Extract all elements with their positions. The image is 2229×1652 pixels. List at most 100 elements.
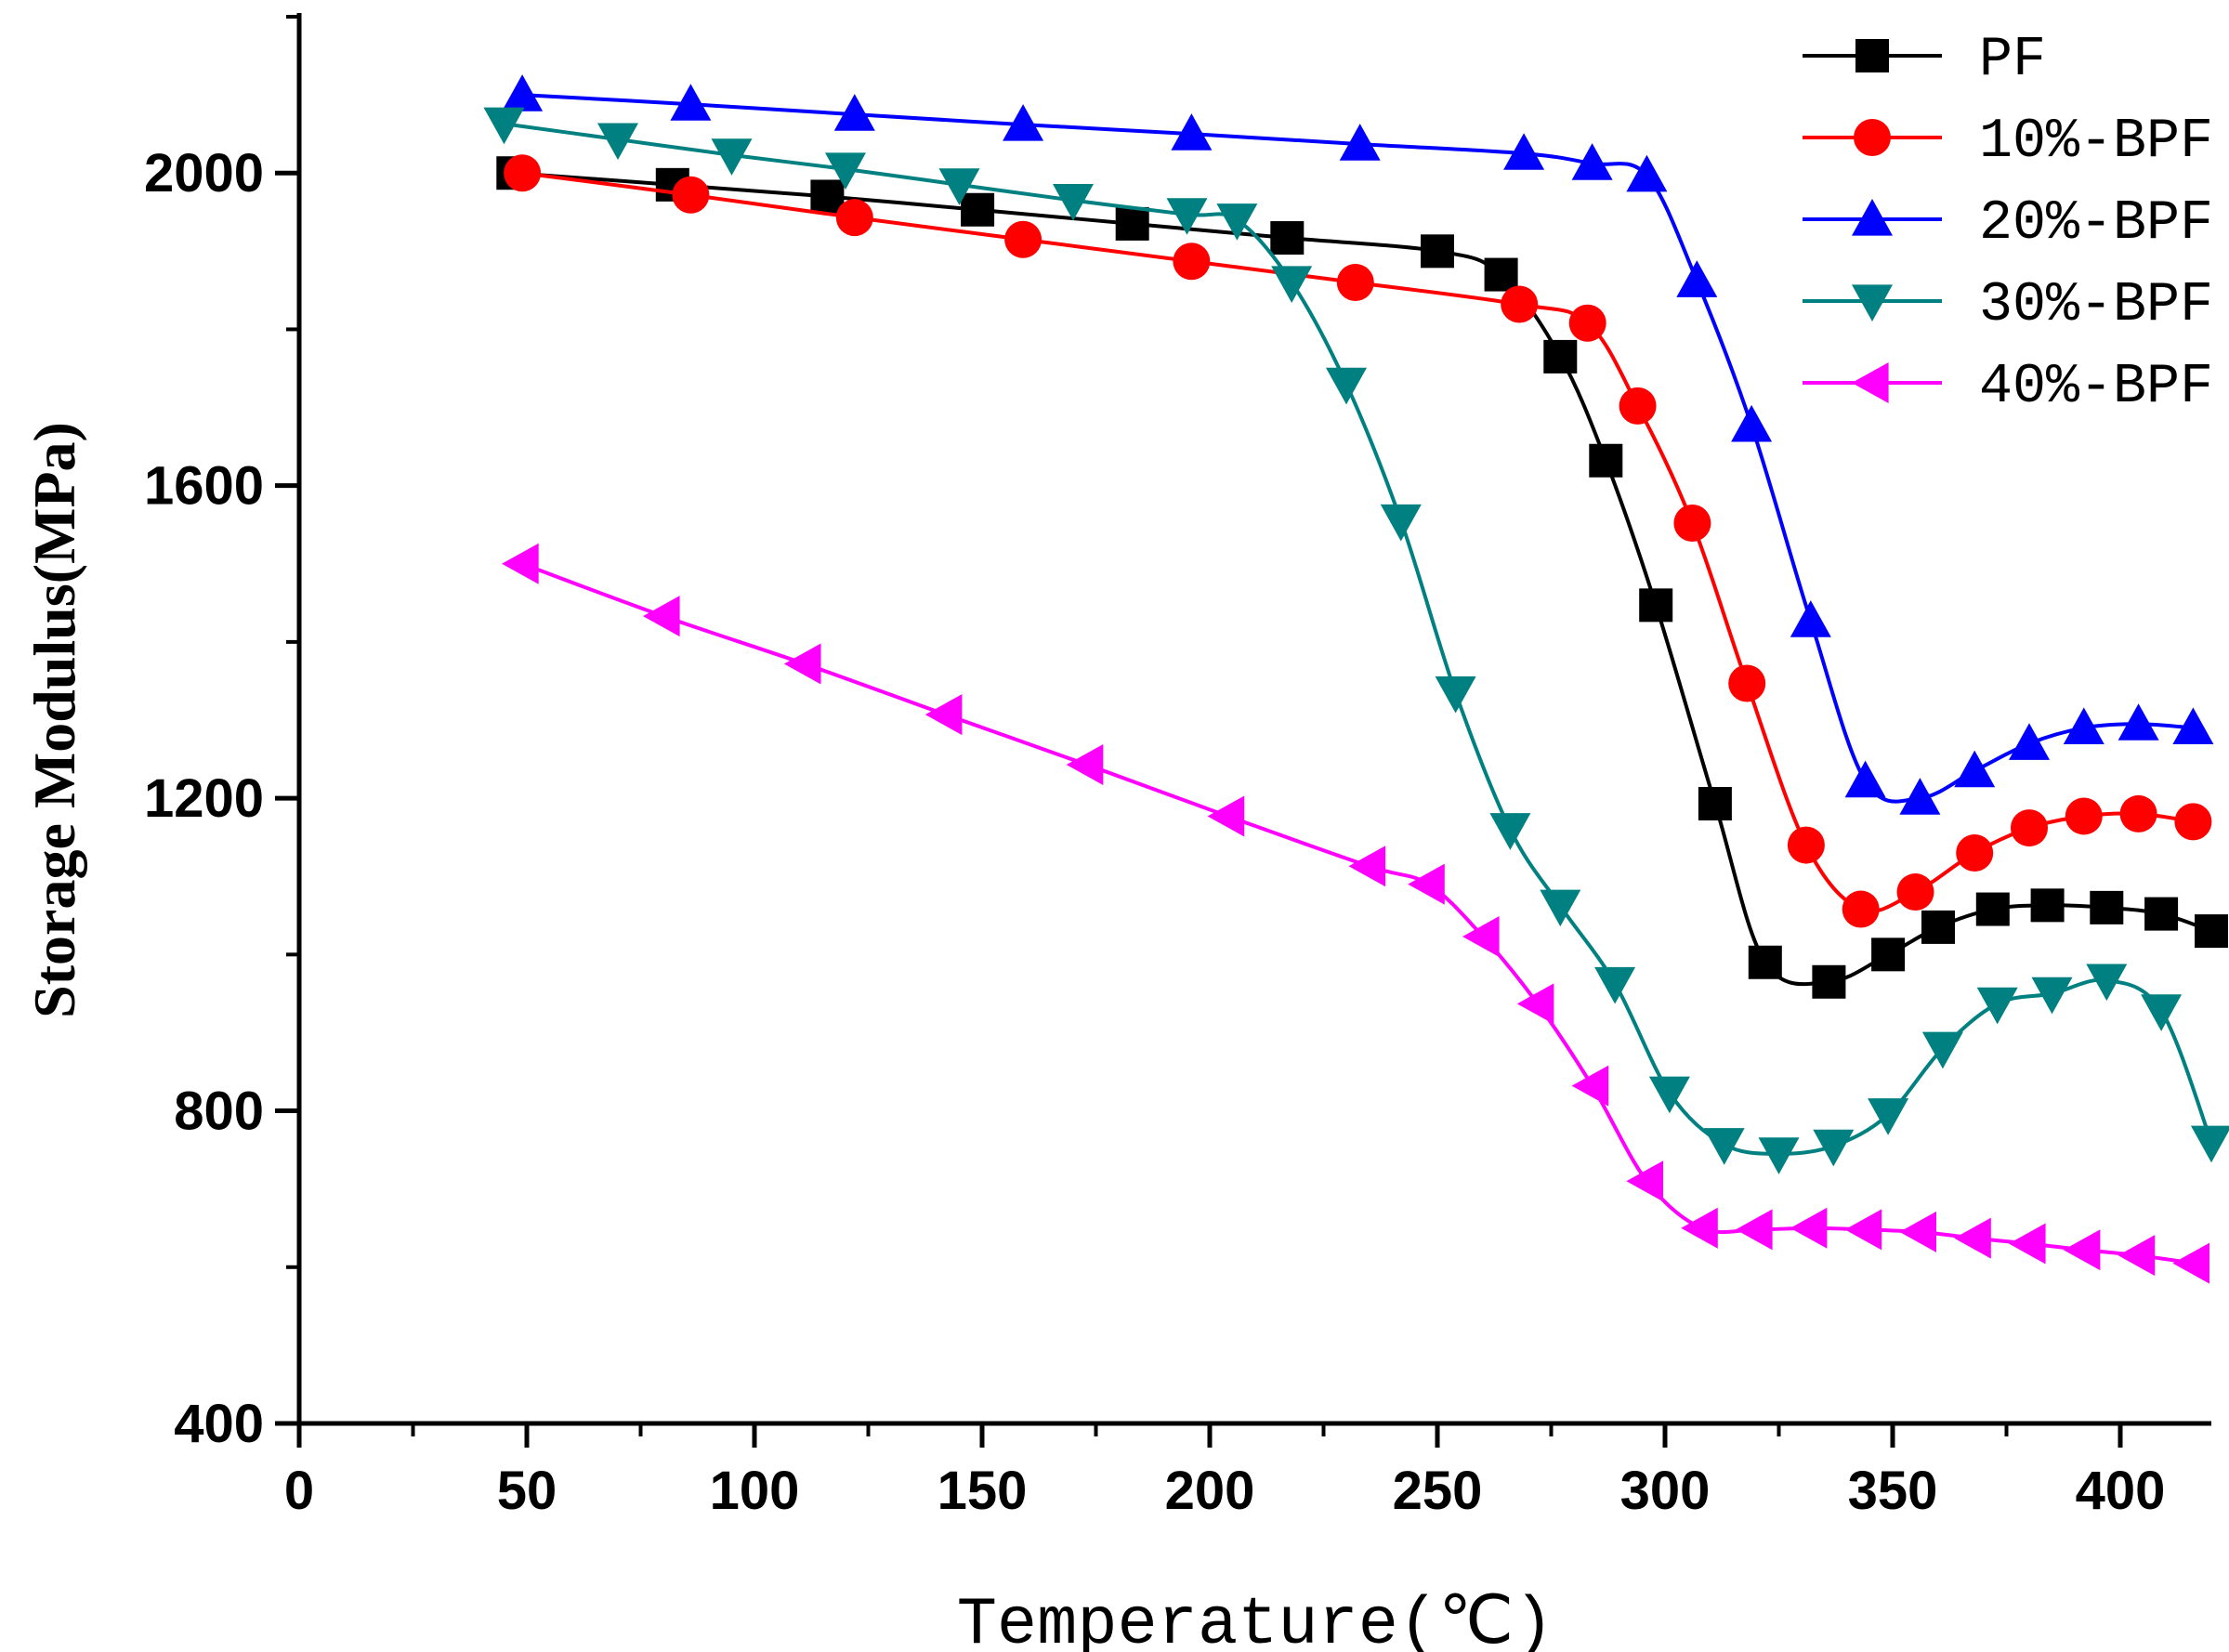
data-point <box>2195 914 2228 949</box>
data-point <box>1812 964 1846 999</box>
data-point <box>1270 221 1305 256</box>
data-point <box>1462 915 1500 957</box>
y-axis-title: Storage Modulus(MPa) <box>21 422 87 1018</box>
data-point <box>1339 124 1381 161</box>
data-point <box>502 543 539 584</box>
data-point <box>924 694 963 736</box>
legend-item: PF <box>1803 29 2046 92</box>
x-tick-label: 250 <box>1393 1461 1483 1521</box>
data-point <box>1271 266 1313 303</box>
data-point <box>2030 888 2065 923</box>
data-point <box>1648 1076 1690 1114</box>
x-axis-title: Temperature(℃) <box>957 1587 1554 1652</box>
legend-marker <box>1852 362 1889 403</box>
data-point <box>1790 1207 1828 1249</box>
x-tick-label: 150 <box>937 1461 1028 1521</box>
data-point <box>1698 786 1732 820</box>
data-point <box>2118 703 2159 741</box>
data-point <box>1844 1209 1882 1251</box>
data-point <box>1731 404 1773 442</box>
data-point <box>810 179 845 214</box>
data-point <box>1736 1209 1773 1251</box>
legend-item: 10%-BPF <box>1803 111 2213 174</box>
data-point <box>504 154 542 192</box>
data-point <box>1004 220 1042 258</box>
series-30pct-BPF <box>483 107 2229 1174</box>
data-point <box>1503 133 1545 170</box>
data-point <box>1899 778 1941 815</box>
data-point <box>1626 154 1668 192</box>
data-point <box>1380 504 1422 542</box>
data-point <box>825 152 866 190</box>
data-point <box>1748 945 1782 979</box>
data-point <box>1348 846 1386 887</box>
data-point <box>1171 113 1213 151</box>
series-layer <box>483 74 2229 1284</box>
data-point <box>2191 1125 2229 1163</box>
data-point <box>1954 1217 1991 1259</box>
data-point <box>1568 304 1606 342</box>
data-point <box>2144 897 2179 931</box>
data-point <box>597 123 638 161</box>
legend-label: 20%-BPF <box>1979 192 2213 256</box>
data-point <box>961 192 995 227</box>
legend: PF 10%-BPF 20%-BPF 30%-BPF 40%-BPF <box>1803 29 2213 419</box>
y-tick-label: 1200 <box>144 768 264 829</box>
legend-label: PF <box>1979 29 2046 92</box>
data-point <box>1956 833 1994 872</box>
y-tick-label: 400 <box>174 1394 264 1454</box>
series-10pct-BPF <box>504 154 2212 928</box>
data-point <box>2063 1229 2101 1271</box>
data-point <box>2065 797 2103 835</box>
legend-label: 30%-BPF <box>1979 274 2213 337</box>
data-point <box>1571 143 1613 180</box>
data-point <box>2172 1242 2209 1284</box>
data-point <box>1921 1031 1963 1069</box>
data-point <box>1166 198 1208 235</box>
data-point <box>835 199 873 237</box>
series-40pct-BPF <box>502 543 2209 1284</box>
data-point <box>2009 723 2050 760</box>
data-point <box>1728 664 1766 702</box>
data-point <box>2011 809 2048 847</box>
series-line <box>504 122 2213 1156</box>
data-point <box>2009 1223 2046 1265</box>
data-point <box>1003 104 1044 141</box>
data-point <box>1896 873 1934 911</box>
legend-marker <box>1852 284 1893 321</box>
data-point <box>1790 600 1831 637</box>
data-point <box>1954 750 1996 788</box>
data-point <box>1871 937 1906 972</box>
legend-item: 30%-BPF <box>1803 274 2213 337</box>
x-tick-label: 100 <box>710 1461 800 1521</box>
data-point <box>2086 964 2128 1002</box>
data-point <box>1484 257 1518 292</box>
x-tick-label: 50 <box>497 1461 557 1521</box>
legend-label: 40%-BPF <box>1979 356 2213 419</box>
y-tick-label: 2000 <box>144 143 264 203</box>
y-tick-label: 800 <box>174 1082 264 1142</box>
data-point <box>502 74 544 111</box>
legend-item: 20%-BPF <box>1803 192 2213 256</box>
data-point <box>2172 707 2214 745</box>
data-point <box>1516 983 1554 1025</box>
data-point <box>1589 443 1623 478</box>
data-point <box>1975 892 2010 926</box>
data-point <box>1681 1207 1718 1249</box>
data-point <box>1336 263 1374 301</box>
data-point <box>2063 707 2104 745</box>
data-point <box>1976 987 2018 1025</box>
x-tick-label: 400 <box>2076 1461 2166 1521</box>
data-point <box>1626 1160 1663 1202</box>
data-point <box>2090 890 2124 924</box>
x-tick-label: 0 <box>284 1461 314 1521</box>
data-point <box>1421 234 1454 269</box>
data-point <box>1543 339 1578 374</box>
data-point <box>1921 910 1955 944</box>
data-point <box>1844 760 1886 798</box>
data-point <box>1842 890 1880 928</box>
data-point <box>1787 826 1825 864</box>
data-point <box>1540 889 1581 927</box>
legend-marker <box>1855 39 1889 72</box>
